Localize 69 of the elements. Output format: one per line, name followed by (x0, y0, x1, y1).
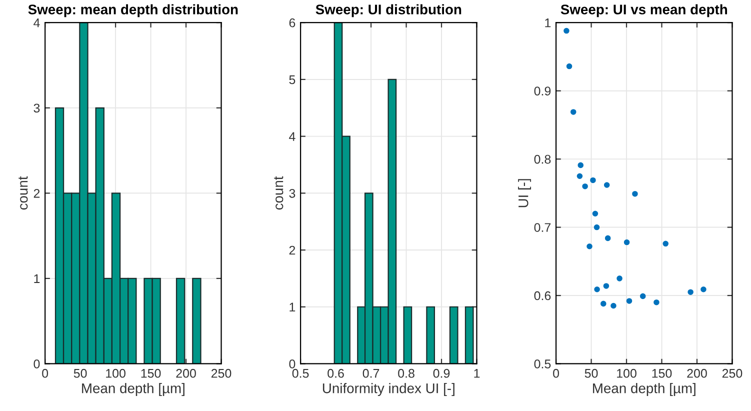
x-tick-label: 150 (141, 368, 161, 378)
y-tick-label: 0.9 (534, 86, 551, 96)
x-axis-title: Mean depth [µm] (82, 383, 184, 396)
y-tick-label: 1 (290, 302, 296, 312)
point (603, 283, 610, 289)
y-tick-label: 5 (289, 75, 296, 84)
point (626, 298, 632, 304)
point (586, 243, 592, 250)
chart-title: Sweep: UI distribution (316, 4, 462, 18)
y-tick-label: 0 (34, 360, 40, 368)
x-tick-label: 0.9 (433, 368, 450, 378)
x-tick-label: 250 (722, 368, 742, 378)
y-tick-label: 4 (289, 132, 296, 141)
point (566, 63, 572, 70)
point (604, 182, 610, 188)
y-tick-label: 3 (34, 104, 40, 113)
x-tick-label: 0.8 (398, 368, 414, 378)
point (610, 302, 616, 309)
x-tick-label: 200 (687, 368, 707, 378)
point (564, 28, 570, 34)
x-tick-label: 50 (74, 368, 87, 378)
y-tick-label: 0 (289, 360, 296, 368)
point (594, 286, 600, 292)
y-tick-label: 3 (289, 188, 296, 198)
point (592, 210, 598, 217)
x-tick-label: 0 (553, 368, 560, 378)
y-axis-title: count (18, 176, 28, 210)
point (688, 289, 694, 295)
y-axis-title: count (274, 176, 284, 210)
y-tick-label: 2 (289, 246, 296, 255)
x-tick-label: 150 (652, 368, 672, 378)
point (632, 190, 638, 197)
y-tick-label: 0.7 (534, 223, 551, 232)
x-tick-label: 0.7 (362, 368, 380, 378)
x-axis-title: Mean depth [µm] (593, 383, 696, 396)
x-axis-title: Uniformity index UI [-] (322, 383, 454, 396)
point (578, 162, 584, 168)
chart-title: Sweep: UI vs mean depth (560, 4, 728, 18)
x-tick-label: 200 (176, 368, 196, 378)
x-tick-label: 100 (106, 368, 126, 378)
y-tick-label: 4 (34, 18, 40, 28)
chart-title: Sweep: mean depth distribution (28, 4, 238, 18)
y-axis-title: UI [-] (518, 179, 532, 208)
x-tick-label: 0.6 (328, 368, 344, 378)
y-tick-label: 1 (545, 18, 551, 28)
y-tick-label: 0.8 (534, 154, 551, 164)
point (616, 276, 622, 282)
point (654, 299, 660, 306)
x-tick-label: 100 (617, 368, 636, 378)
y-tick-label: 0.6 (534, 291, 551, 300)
point (600, 300, 606, 307)
y-tick-label: 0.5 (534, 360, 551, 368)
point (604, 235, 611, 242)
x-tick-label: 50 (584, 368, 598, 378)
x-tick-label: 250 (211, 368, 232, 378)
point (624, 239, 630, 246)
y-tick-label: 1 (34, 274, 40, 283)
y-tick-label: 2 (34, 188, 40, 198)
point (590, 177, 596, 184)
point (700, 286, 706, 292)
x-tick-label: 1 (474, 369, 480, 378)
point (662, 240, 669, 247)
y-tick-label: 6 (289, 18, 296, 28)
x-tick-label: 0 (42, 368, 48, 378)
point (582, 183, 588, 190)
point (640, 293, 646, 300)
point (576, 173, 583, 180)
point (594, 224, 600, 230)
point (570, 109, 576, 115)
